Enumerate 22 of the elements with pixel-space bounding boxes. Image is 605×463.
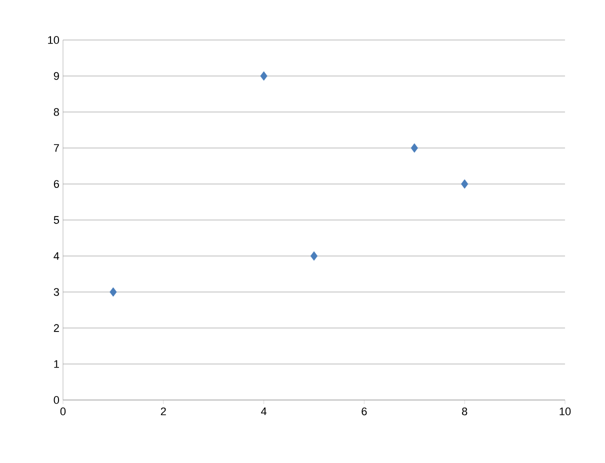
y-tick-label: 6 [54,180,59,188]
y-tick-label: 4 [54,252,60,260]
x-tick-label: 10 [560,408,571,416]
y-tick-label: 3 [54,288,59,296]
x-tick-label: 8 [462,408,468,416]
y-tick-label: 0 [54,396,60,404]
x-tick-label: 6 [362,408,367,416]
y-tick-label: 8 [54,108,59,116]
point [110,287,117,297]
x-tick-label: 0 [60,408,66,416]
x-tick-label: 2 [160,408,166,416]
y-tick-label: 9 [54,72,59,80]
point [310,251,318,261]
point [260,71,268,81]
point [410,143,418,153]
y-tick-label: 7 [54,144,59,152]
y-tick-label: 1 [54,360,59,368]
y-tick-label: 5 [54,216,60,224]
point [461,179,468,189]
x-tick-label: 4 [261,408,267,416]
y-tick-label: 10 [48,36,60,44]
y-tick-label: 2 [54,324,59,332]
